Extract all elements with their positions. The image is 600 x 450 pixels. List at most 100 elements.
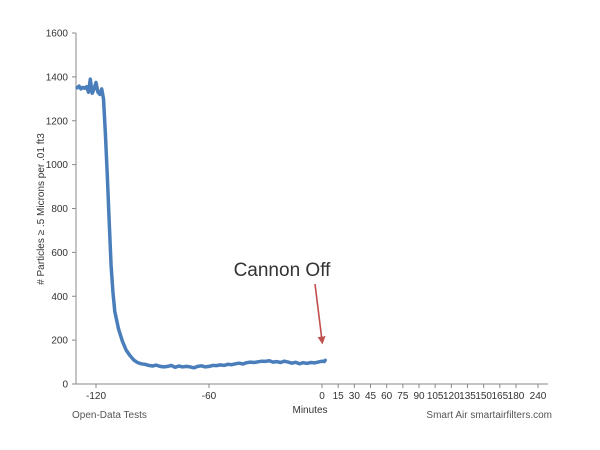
y-tick-label: 0 <box>62 380 68 391</box>
series-point <box>173 366 177 369</box>
series-point <box>170 364 173 367</box>
series-point <box>91 92 94 95</box>
series-point <box>279 361 282 364</box>
series-point <box>121 340 124 343</box>
series-point <box>290 362 294 365</box>
x-tick-label: 30 <box>349 391 361 402</box>
footer-left-text: Open-Data Tests <box>72 410 147 421</box>
series-point <box>104 132 107 136</box>
series-point <box>196 365 199 368</box>
y-tick-label: 1200 <box>46 116 69 127</box>
series-point <box>256 360 260 363</box>
series-point <box>128 354 132 357</box>
series-point <box>268 359 271 362</box>
series-point <box>320 360 324 363</box>
series-point <box>234 362 237 365</box>
x-tick-label: 240 <box>530 391 547 402</box>
series-line <box>75 77 327 370</box>
x-tick-label: -60 <box>202 391 217 402</box>
series-point <box>253 361 256 364</box>
x-tick-label: 135 <box>459 391 476 402</box>
series-point <box>162 365 165 369</box>
series-point <box>158 365 162 368</box>
series-point <box>111 290 115 294</box>
series-point <box>302 361 305 364</box>
series-point <box>275 360 278 363</box>
series-point <box>76 86 79 90</box>
series-point <box>204 365 207 369</box>
x-tick-label: 120 <box>443 391 460 402</box>
series-point <box>185 365 188 368</box>
series-point <box>117 328 120 331</box>
x-tick-group: -120 -60 0 15 30 45 60 75 90 105 120 135 150 165 180 24… <box>86 384 547 402</box>
series-point <box>249 360 252 364</box>
x-tick-label: -120 <box>86 391 106 402</box>
series-point <box>155 363 158 367</box>
x-tick-label: 165 <box>491 391 508 402</box>
series-point <box>215 364 218 367</box>
series-point <box>294 361 297 364</box>
y-axis-title: # Particles ≥ .5 Microns per .01 ft3 <box>36 133 47 285</box>
series-point <box>309 361 312 364</box>
series-point <box>109 264 113 267</box>
series-point <box>108 220 111 223</box>
series-point <box>100 87 103 91</box>
series-point <box>245 361 248 364</box>
series-point <box>136 361 139 364</box>
x-tick-label: 60 <box>381 391 393 402</box>
series-point <box>96 91 100 94</box>
series-point <box>222 364 226 367</box>
annotation-arrow <box>314 283 326 345</box>
series-point <box>264 360 267 363</box>
series-point <box>271 360 275 364</box>
y-tick-label: 1600 <box>46 29 69 40</box>
series-point <box>177 364 181 368</box>
series-point <box>286 360 290 364</box>
y-tick-label: 400 <box>51 292 68 303</box>
series-point <box>92 87 96 91</box>
x-tick-label: 105 <box>427 391 444 402</box>
x-tick-label: 0 <box>319 391 325 402</box>
series-point <box>305 362 309 365</box>
y-tick-label: 200 <box>51 336 68 347</box>
x-tick-label: 45 <box>365 391 377 402</box>
series-point <box>324 359 327 362</box>
series-point <box>79 87 83 91</box>
series-point <box>77 84 81 88</box>
series-point <box>200 364 203 367</box>
series-point <box>147 364 150 367</box>
series-point <box>192 366 196 369</box>
y-axis: 0 200 400 600 800 1000 1200 1400 1600 <box>46 29 77 391</box>
x-axis: -120 -60 0 15 30 45 60 75 90 105 120 135 150 165 180 24… <box>76 383 548 402</box>
series-point <box>113 310 117 313</box>
series-point <box>98 93 102 96</box>
series-point <box>143 363 147 366</box>
series-point <box>237 362 241 365</box>
series-point <box>211 364 214 367</box>
series-point <box>102 97 105 101</box>
series-point <box>89 77 92 81</box>
x-tick-label: 150 <box>475 391 492 402</box>
series-point <box>87 91 90 94</box>
series-point <box>219 363 222 367</box>
x-tick-label: 90 <box>413 391 425 402</box>
x-tick-label: 15 <box>333 391 345 402</box>
series-point <box>313 361 316 365</box>
series-point <box>189 365 192 369</box>
x-tick-label: 180 <box>508 391 525 402</box>
series-point <box>230 363 233 366</box>
series-point <box>94 81 98 84</box>
series-group <box>75 77 327 370</box>
series-point <box>140 362 143 365</box>
footer-right-text: Smart Air smartairfilters.com <box>426 410 552 421</box>
series-point <box>283 360 286 363</box>
series-point <box>317 360 320 364</box>
annotation-group: Cannon Off <box>234 260 331 345</box>
series-point <box>181 365 184 369</box>
series-point <box>241 362 245 366</box>
series-point <box>260 360 263 363</box>
y-tick-group: 0 200 400 600 800 1000 1200 1400 1600 <box>46 29 76 391</box>
series-point <box>83 87 86 90</box>
series-point <box>85 85 88 88</box>
